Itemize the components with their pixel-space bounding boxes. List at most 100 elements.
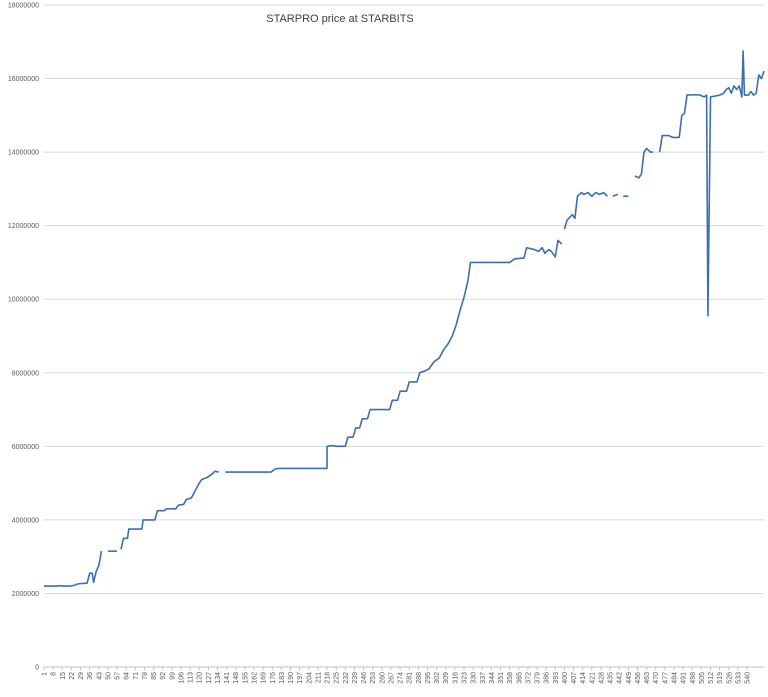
x-tick-label: 477 — [662, 672, 669, 684]
y-axis: 0 2000000 4000000 6000000 8000000 10000000 120… — [8, 3, 39, 672]
x-tick-label: 484 — [672, 672, 679, 684]
x-tick-label: 505 — [699, 672, 706, 684]
x-tick-label: 169 — [261, 672, 268, 684]
x-tick-label: 197 — [297, 672, 304, 684]
x-tick-label: 540 — [745, 672, 752, 684]
y-tick-label: 14000000 — [8, 150, 39, 157]
x-tick-label: 463 — [644, 672, 651, 684]
y-tick-label: 8000000 — [12, 370, 39, 377]
y-tick-label: 2000000 — [12, 591, 39, 598]
x-tick-label: 211 — [315, 672, 322, 683]
x-tick-label: 190 — [288, 672, 295, 684]
x-tick-label: 421 — [589, 672, 596, 684]
x-tick-label: 260 — [379, 672, 386, 684]
x-tick-label: 113 — [188, 672, 195, 683]
x-tick-label: 435 — [608, 672, 615, 684]
x-tick-label: 456 — [635, 672, 642, 684]
x-tick-label: 449 — [626, 672, 633, 684]
series-line-segment — [612, 193, 619, 197]
y-tick-label: 10000000 — [8, 297, 39, 304]
x-tick-label: 22 — [69, 672, 76, 680]
x-tick-label: 99 — [169, 672, 176, 680]
x-tick-label: 71 — [133, 672, 140, 680]
x-tick-label: 162 — [252, 672, 259, 684]
series-line-segment — [44, 551, 103, 587]
x-tick-label: 414 — [580, 672, 587, 684]
x-tick-label: 428 — [598, 672, 605, 684]
x-tick-label: 323 — [462, 672, 469, 684]
x-tick-label: 407 — [571, 672, 578, 684]
x-tick-label: 176 — [270, 672, 277, 684]
x-tick-label: 316 — [452, 672, 459, 684]
x-tick-label: 400 — [562, 672, 569, 684]
x-tick-label: 155 — [242, 672, 249, 684]
x-tick-label: 1 — [42, 672, 49, 676]
x-tick-label: 8 — [51, 672, 58, 676]
x-tick-label: 281 — [407, 672, 414, 684]
x-tick-label: 498 — [690, 672, 697, 684]
x-tick-label: 372 — [525, 672, 532, 684]
x-tick-label: 183 — [279, 672, 286, 684]
x-tick-label: 246 — [361, 672, 368, 684]
x-tick-label: 470 — [653, 672, 660, 684]
y-tick-label: 0 — [35, 665, 39, 672]
x-tick-label: 379 — [535, 672, 542, 684]
y-tick-label: 16000000 — [8, 76, 39, 83]
y-tick-label: 6000000 — [12, 444, 39, 451]
x-tick-label: 337 — [480, 672, 487, 684]
x-tick-label: 134 — [215, 672, 222, 684]
x-tick-label: 358 — [507, 672, 514, 684]
y-tick-label: 12000000 — [8, 223, 39, 230]
x-tick-label: 253 — [370, 672, 377, 684]
series-line-segment — [120, 470, 219, 550]
x-tick-label: 386 — [544, 672, 551, 684]
x-tick-label: 519 — [717, 672, 724, 684]
series-line-segment — [634, 147, 654, 179]
chart-title: STARPRO price at STARBITS — [266, 13, 414, 25]
plot-area — [44, 50, 765, 587]
x-tick-label: 120 — [197, 672, 204, 684]
x-tick-label: 267 — [388, 672, 395, 684]
x-tick-label: 533 — [735, 672, 742, 684]
x-tick-label: 309 — [443, 672, 450, 684]
x-tick-label: 526 — [726, 672, 733, 684]
series-line-segment — [658, 50, 765, 317]
x-tick-label: 127 — [206, 672, 213, 684]
x-tick-label: 85 — [151, 672, 158, 680]
x-tick-label: 64 — [124, 672, 131, 680]
x-tick-label: 344 — [489, 672, 496, 684]
x-tick-label: 106 — [178, 672, 185, 684]
x-tick-label: 302 — [434, 672, 441, 684]
x-tick-label: 218 — [325, 672, 332, 684]
x-tick-label: 36 — [87, 672, 94, 680]
x-tick-label: 351 — [498, 672, 505, 684]
x-tick-label: 57 — [115, 672, 122, 680]
x-tick-label: 225 — [334, 672, 341, 684]
x-tick-label: 491 — [681, 672, 688, 684]
x-tick-label: 330 — [471, 672, 478, 684]
x-tick-label: 232 — [343, 672, 350, 684]
x-tick-label: 141 — [224, 672, 231, 684]
x-axis: 1 8 15 22 29 36 43 50 57 64 71 78 85 92 99 106 113 120 127… — [42, 666, 764, 684]
x-tick-label: 288 — [416, 672, 423, 684]
x-tick-label: 29 — [78, 672, 85, 680]
x-tick-label: 92 — [160, 672, 167, 680]
x-tick-label: 365 — [516, 672, 523, 684]
x-tick-label: 239 — [352, 672, 359, 684]
x-tick-label: 43 — [96, 672, 103, 680]
series-line-segment — [563, 191, 609, 230]
x-tick-label: 15 — [60, 672, 67, 680]
y-tick-label: 4000000 — [12, 517, 39, 524]
x-tick-label: 393 — [553, 672, 560, 684]
gridlines — [44, 4, 764, 668]
x-tick-label: 78 — [142, 672, 149, 680]
y-tick-label: 18000000 — [8, 3, 39, 10]
x-tick-label: 512 — [708, 672, 715, 684]
x-tick-label: 50 — [105, 672, 112, 680]
x-tick-label: 274 — [398, 672, 405, 684]
series-line-segment — [225, 239, 563, 473]
x-tick-label: 442 — [617, 672, 624, 684]
x-tick-label: 295 — [425, 672, 432, 684]
